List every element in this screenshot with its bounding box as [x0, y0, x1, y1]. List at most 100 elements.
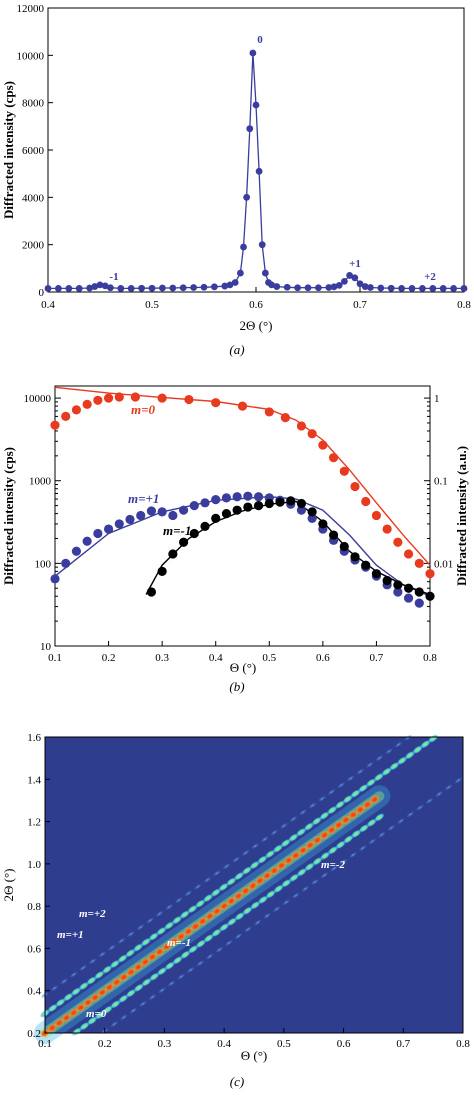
panel-c-order-spot [257, 895, 269, 905]
panel-a-data-point [361, 283, 369, 290]
panel-c-order-spot [327, 846, 339, 855]
panel-a-data-point [127, 285, 135, 292]
panel-b-data-point [318, 440, 328, 450]
panel-a-data-point [460, 285, 468, 292]
panel-c-order-spot [78, 981, 89, 991]
panel-c-order-spot [304, 862, 315, 872]
panel-c-order-spot [148, 993, 157, 1001]
panel-b-xtick-label: 0.6 [316, 652, 330, 664]
panel-c-order-spot [288, 873, 300, 883]
panel-c-xtick-label: 0.2 [98, 1038, 112, 1050]
panel-c-order-spot [265, 890, 276, 899]
panel-c-order-spot [434, 790, 444, 798]
panel-b-data-point [307, 507, 317, 517]
panel-c-order-spot [180, 950, 191, 960]
panel-a-xtick-label: 0.5 [145, 299, 159, 311]
panel-a-data-point [255, 167, 263, 175]
panel-b-ytick-right-label: 1 [434, 393, 440, 405]
panel-c-order-spot [415, 804, 425, 811]
panel-c-order-spot [78, 964, 88, 972]
panel-c-order-spot [381, 767, 392, 776]
panel-c-order-spot [141, 978, 152, 987]
panel-a-data-point [283, 283, 291, 291]
panel-a-data-point [408, 285, 416, 292]
panel-b-data-point [307, 513, 317, 523]
panel-a-data-point [190, 284, 198, 291]
panel-b-data-point [361, 560, 371, 570]
panel-c-order-spot [129, 1007, 138, 1014]
panel-b-data-point [296, 421, 307, 431]
panel-a-data-point [419, 285, 426, 292]
panel-c-xtick-label: 0.8 [456, 1038, 470, 1050]
panel-c-ytick-label: 1.0 [27, 859, 41, 871]
panel-c-order-spot [133, 983, 144, 993]
panel-a-data-point [55, 285, 62, 292]
panel-b-data-point [184, 394, 194, 405]
panel-c-order-spot [308, 802, 317, 809]
panel-b-data-point [146, 587, 157, 597]
panel-a-data-point [351, 274, 359, 282]
panel-a-data-point [101, 282, 109, 290]
panel-a-data-point [341, 277, 348, 285]
panel-b-caption: (b) [229, 679, 244, 694]
panel-c-order-spot [218, 882, 229, 892]
panel-b-data-point [103, 524, 114, 534]
panel-c-order-spot [444, 784, 453, 791]
panel-a-data-point [252, 101, 260, 109]
panel-c-order-spot [270, 829, 279, 836]
panel-c-order-spot [63, 992, 74, 1002]
panel-c-order-spot [234, 932, 243, 940]
panel-c-order-spot [164, 961, 175, 971]
panel-a-data-point [450, 285, 457, 292]
panel-c-order-spot [366, 818, 377, 828]
panel-a-data-point [148, 284, 156, 292]
panel-b-data-point [211, 495, 221, 505]
panel-a-data-point [335, 281, 343, 289]
panel-b-data-point [425, 569, 435, 579]
panel-c-order-spot [403, 734, 413, 742]
panel-c-order-spot [387, 824, 396, 832]
panel-c-order-spot [241, 849, 250, 857]
panel-c-order-spot [215, 946, 224, 954]
panel-c-order-spot [70, 987, 82, 996]
panel-b-data-point [103, 393, 114, 403]
panel-c: 0.1 0.2 0.3 0.4 0.5 0.6 0.7 0.80.20.40.60.81.01… [1, 732, 470, 1089]
panel-c-order-spot [273, 884, 284, 894]
panel-b-xtick-label: 0.7 [370, 652, 384, 664]
panel-c-order-spot [250, 842, 260, 850]
panel-b-data-point [403, 583, 414, 593]
panel-c-order-spot [59, 978, 69, 985]
panel-b-data-point [237, 401, 248, 411]
panel-b-xtick-label: 0.1 [48, 652, 62, 664]
panel-b-ytick-label: 1000 [29, 476, 52, 488]
panel-c-order-spot [262, 912, 272, 920]
panel-b-data-point [414, 598, 424, 608]
panel-c-order-spot [320, 871, 329, 879]
panel-a-data-point [325, 284, 333, 291]
panel-c-order-spot [319, 811, 330, 820]
panel-a-axes: 0.4 0.5 0.6 0.7 0.8 0 2000 4000 6000 8000 10000 120… [17, 3, 472, 311]
panel-c-order-spot [101, 965, 113, 974]
panel-b-data-point [393, 580, 403, 590]
panel-c-order-spot [87, 1016, 98, 1025]
panel-c-order-spot [102, 1005, 113, 1014]
panel-c-ytick-label: 0.6 [27, 943, 41, 955]
panel-b-data-point [211, 398, 221, 408]
panel-c-ytick-label: 0.2 [27, 1028, 41, 1040]
panel-c-order-spot [280, 838, 291, 848]
panel-c-order-spot [453, 777, 463, 784]
panel-b-data-point [130, 392, 140, 402]
panel-a-data-point [387, 284, 395, 292]
panel-b-ylabel-right: Diffracted intensity (a.u.) [454, 446, 469, 586]
panel-c-order-spot [350, 829, 362, 839]
panel-c-order-spot [205, 953, 215, 960]
panel-a-data-point [86, 284, 93, 292]
panel-c-ytick-label: 1.2 [27, 817, 41, 829]
panel-c-order-spot [312, 857, 323, 866]
panel-c-order-spot [226, 917, 238, 927]
panel-a-data-point [429, 285, 437, 292]
panel-b-data-point [393, 537, 403, 547]
panel-b-label-m0: m=0 [131, 402, 156, 417]
panel-a-xtick-label: 0.8 [457, 299, 471, 311]
panel-c-frame [44, 736, 464, 1034]
